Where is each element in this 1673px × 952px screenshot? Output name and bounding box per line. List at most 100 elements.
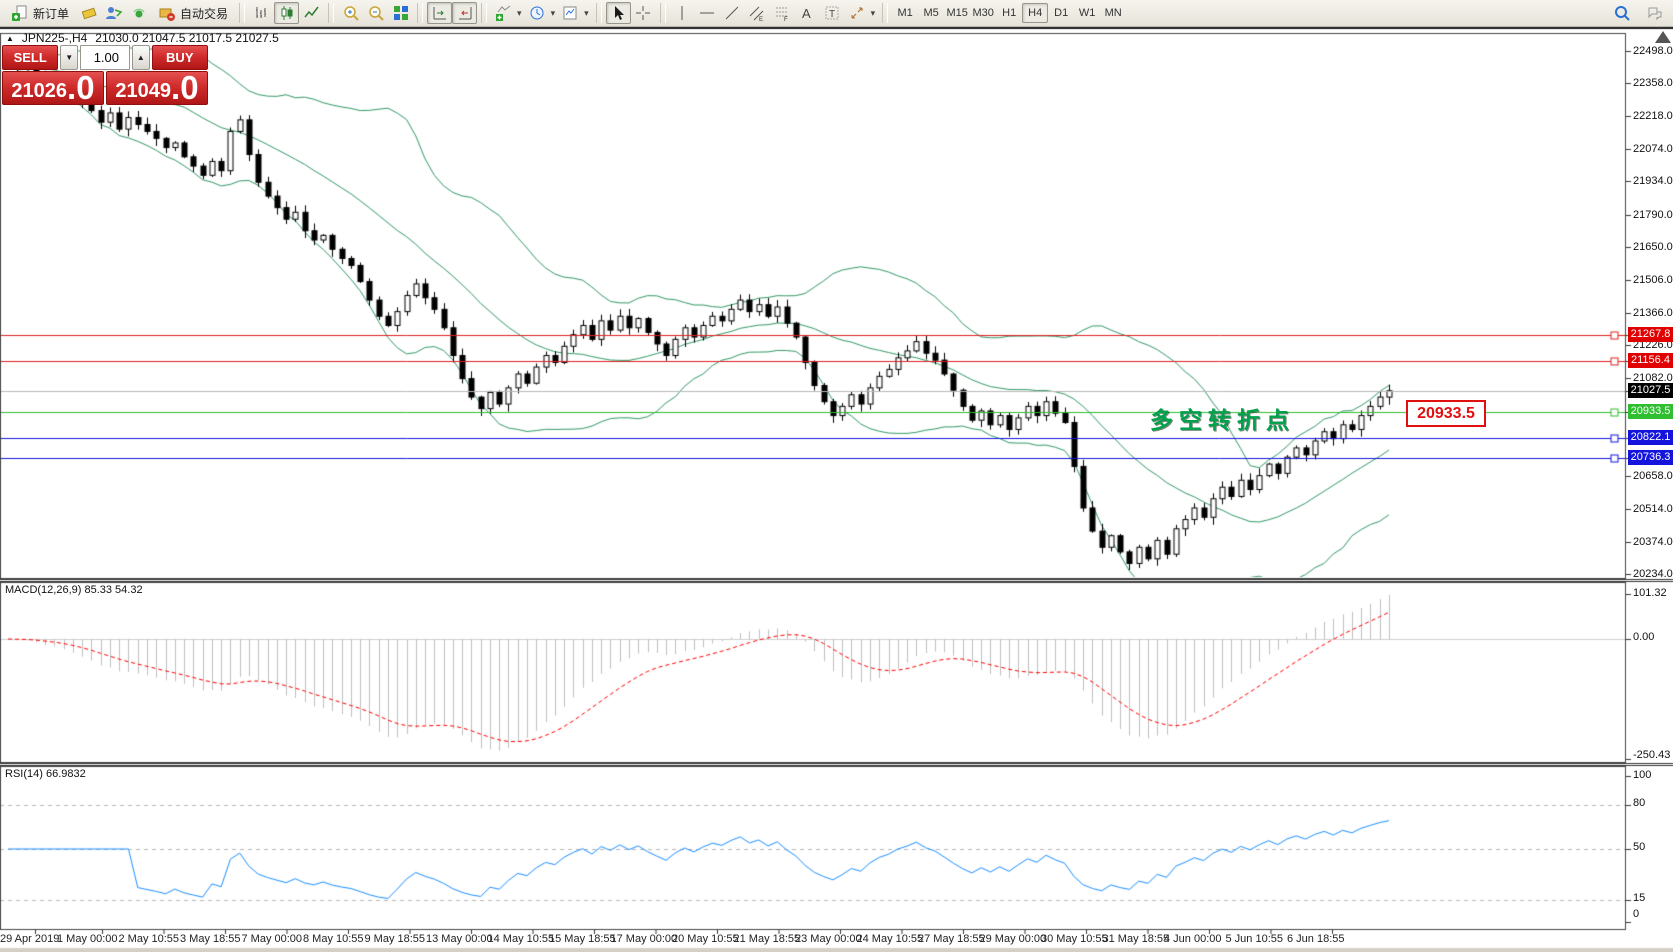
crosshair-button[interactable] <box>631 2 656 24</box>
timeframe-m5-button[interactable]: M5 <box>923 7 939 19</box>
chart-shift-button[interactable] <box>452 2 478 24</box>
rsi-axis-label: 0 <box>1633 908 1640 920</box>
signals-button[interactable] <box>126 2 151 24</box>
timeframe-h1-button[interactable]: H1 <box>1002 7 1017 19</box>
eraser-button[interactable] <box>76 2 101 24</box>
price-axis-tick: 22218.0 <box>1633 109 1673 122</box>
macd-indicator-label: MACD(12,26,9) 85.33 54.32 <box>5 584 143 596</box>
time-axis-label: 29 Apr 2019 <box>0 933 60 945</box>
cursor-button[interactable] <box>605 2 631 24</box>
time-axis-label: 13 May 00:00 <box>426 933 493 945</box>
time-axis-label: 31 May 18:55 <box>1102 933 1170 945</box>
toolbar-separator <box>882 3 889 23</box>
price-axis-tick: 21934.0 <box>1633 175 1673 188</box>
rsi-axis-label: 15 <box>1633 892 1646 904</box>
price-line-flag: 21027.5 <box>1628 382 1673 398</box>
timeframe-m30-button[interactable]: M30 <box>972 7 994 19</box>
profiles-button[interactable] <box>101 2 126 24</box>
chevron-down-icon: ▾ <box>517 7 522 18</box>
sell-price-button[interactable]: 21026.0 <box>2 71 104 105</box>
rsi-axis-label: 50 <box>1633 841 1646 853</box>
price-axis-tick: 20514.0 <box>1633 503 1673 516</box>
svg-text:A: A <box>802 6 811 21</box>
collapse-triangle-icon[interactable]: ▲ <box>6 33 14 43</box>
volume-decrease-button[interactable]: ▼ <box>60 45 78 70</box>
price-axis-tick: 20658.0 <box>1633 470 1673 483</box>
auto-scroll-button[interactable] <box>427 2 453 24</box>
toolbar-separator <box>595 3 602 23</box>
bar-chart-button[interactable] <box>249 2 274 24</box>
candlestick-chart-button[interactable] <box>274 2 300 24</box>
channel-button[interactable]: E <box>745 2 770 24</box>
sell-price-main: 21026 <box>11 80 68 102</box>
time-axis-label: 3 May 18:55 <box>180 933 241 945</box>
sell-button[interactable]: SELL <box>2 45 59 70</box>
rsi-axis-label: 80 <box>1633 797 1646 809</box>
toolbar-separator <box>239 3 246 23</box>
horizontal-line-button[interactable] <box>695 2 720 24</box>
timeframe-m1-button[interactable]: M1 <box>897 7 913 19</box>
time-axis-label: 27 May 18:55 <box>918 933 985 945</box>
timeframe-mn-button[interactable]: MN <box>1104 7 1122 19</box>
timeframe-w1-button[interactable]: W1 <box>1078 7 1096 19</box>
price-line-flag: 20822.1 <box>1628 430 1673 446</box>
auto-trading-button[interactable]: 自动交易 <box>151 2 235 24</box>
time-axis-label: 4 Jun 00:00 <box>1164 933 1222 945</box>
text-button[interactable]: A <box>795 2 820 24</box>
text-label-button[interactable]: T <box>820 2 845 24</box>
sell-price-frac: .0 <box>67 69 95 106</box>
price-axis-tick: 21082.0 <box>1633 372 1673 385</box>
indicators-button[interactable]: ▾ <box>491 2 525 24</box>
timeframe-h4-button[interactable]: H4 <box>1022 3 1049 23</box>
toolbar-separator <box>659 3 666 23</box>
time-axis-label: 17 May 00:00 <box>610 933 678 945</box>
price-line-flag: 21156.4 <box>1628 352 1673 368</box>
fibonacci-button[interactable]: F <box>770 2 795 24</box>
timeframe-m15-button[interactable]: M15 <box>946 7 968 19</box>
price-axis-tick: 22074.0 <box>1633 142 1673 155</box>
volume-input[interactable] <box>80 45 130 70</box>
buy-button[interactable]: BUY <box>151 45 208 70</box>
chat-button[interactable] <box>1642 2 1667 24</box>
periods-button[interactable]: ▾ <box>525 2 559 24</box>
chevron-down-icon: ▾ <box>550 7 556 18</box>
buy-price-frac: .0 <box>171 69 199 106</box>
price-axis-tick: 20374.0 <box>1633 535 1673 548</box>
templates-button[interactable]: ▾ <box>558 2 592 24</box>
macd-axis-label: 0.00 <box>1633 631 1655 643</box>
time-axis-label: 21 May 18:55 <box>733 933 801 945</box>
price-axis-tick: 20234.0 <box>1633 568 1673 581</box>
price-axis-tick: 22358.0 <box>1633 77 1673 90</box>
volume-increase-button[interactable]: ▲ <box>132 45 150 70</box>
ohlc-values: 21030.0 21047.5 21017.5 21027.5 <box>95 31 279 45</box>
trendline-button[interactable] <box>720 2 745 24</box>
macd-axis-label: 101.32 <box>1633 587 1667 599</box>
macd-axis-label: -250.43 <box>1633 749 1671 761</box>
price-axis-tick: 21506.0 <box>1633 274 1673 287</box>
zoom-in-button[interactable] <box>338 2 363 24</box>
symbol-period-label: JPN225-,H4 <box>21 31 88 45</box>
price-axis-tick: 21790.0 <box>1633 208 1673 221</box>
chevron-down-icon: ▾ <box>870 7 876 18</box>
arrows-button[interactable]: ▾ <box>845 2 879 24</box>
chevron-down-icon: ▾ <box>584 7 589 18</box>
time-axis-label: 5 Jun 10:55 <box>1225 933 1284 945</box>
time-axis-label: 9 May 18:55 <box>364 933 426 945</box>
svg-text:E: E <box>759 17 763 22</box>
zoom-out-button[interactable] <box>363 2 388 24</box>
price-axis-tick: 21650.0 <box>1633 240 1673 253</box>
new-order-button[interactable]: 新订单 <box>4 2 76 24</box>
line-chart-button[interactable] <box>299 2 324 24</box>
time-axis-label: 29 May 00:00 <box>979 933 1047 945</box>
time-axis-label: 30 May 10:55 <box>1041 933 1108 945</box>
buy-price-button[interactable]: 21049.0 <box>106 71 208 105</box>
vertical-line-button[interactable] <box>670 2 695 24</box>
price-box-annotation: 20933.5 <box>1406 400 1486 427</box>
time-axis-label: 23 May 00:00 <box>795 933 862 945</box>
tile-windows-button[interactable] <box>388 2 413 24</box>
buy-price-main: 21049 <box>115 80 172 102</box>
search-button[interactable] <box>1609 2 1634 24</box>
timeframe-d1-button[interactable]: D1 <box>1054 7 1069 19</box>
rsi-indicator-label: RSI(14) 66.9832 <box>5 768 86 780</box>
